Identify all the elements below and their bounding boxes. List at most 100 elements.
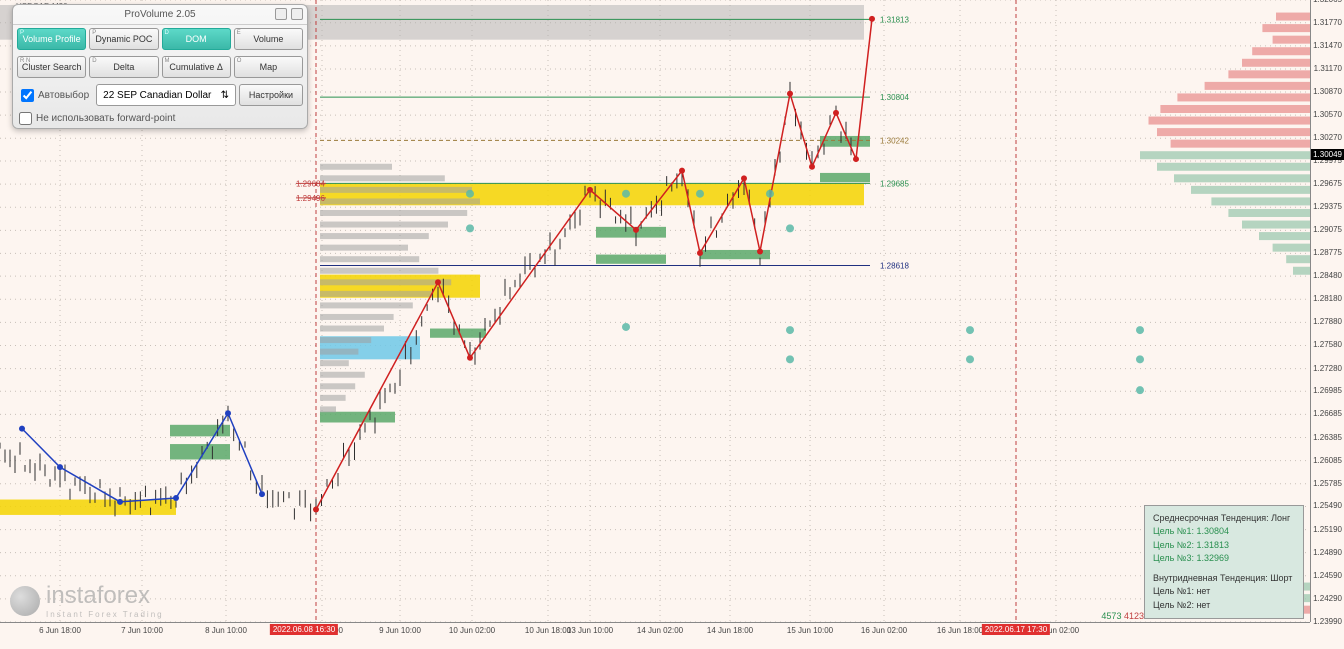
time-tick: 16 Jun 18:00	[937, 626, 983, 635]
forward-point-input[interactable]	[19, 112, 32, 125]
price-tick: 1.26685	[1313, 409, 1342, 418]
panel-button-cluster-search[interactable]: R NCluster Search	[17, 56, 86, 78]
button-label: Map	[260, 62, 278, 72]
price-tick: 1.30570	[1313, 110, 1342, 119]
minimize-icon[interactable]	[275, 8, 287, 20]
autoselect-label: Автовыбор	[38, 90, 89, 101]
price-tick: 1.27580	[1313, 340, 1342, 349]
price-tick: 1.31770	[1313, 18, 1342, 27]
panel-button-cumulative-[interactable]: MCumulative Δ	[162, 56, 231, 78]
price-tick: 1.31170	[1314, 64, 1342, 73]
price-tick: 1.23990	[1313, 617, 1342, 626]
time-tick: 13 Jun 10:00	[567, 626, 613, 635]
close-icon[interactable]	[291, 8, 303, 20]
autoselect-checkbox[interactable]: Автовыбор	[17, 84, 93, 106]
svg-text:1.29496: 1.29496	[296, 194, 325, 203]
price-axis: 1.32065 1.31770 1.31470 1.31170 1.30870 1.305…	[1310, 0, 1344, 622]
price-tick: 1.28775	[1313, 248, 1342, 257]
price-tick: 1.28480	[1313, 271, 1342, 280]
time-tick: 8 Jun 10:00	[205, 626, 247, 635]
autoselect-input[interactable]	[21, 89, 34, 102]
price-tick: 1.26985	[1313, 386, 1342, 395]
price-tick: 1.27880	[1313, 317, 1342, 326]
time-tick: 10 Jun 02:00	[449, 626, 495, 635]
instrument-dropdown[interactable]: 22 SEP Canadian Dollar ⇅	[96, 84, 236, 106]
indicator-values: 4573 4123	[1101, 611, 1144, 621]
button-corner-icon: M	[165, 58, 170, 64]
trend-target-3: Цель №3: 1.32969	[1153, 552, 1295, 566]
time-tick: 6 Jun 18:00	[39, 626, 81, 635]
price-tick: 1.29075	[1313, 225, 1342, 234]
panel-button-delta[interactable]: D Delta	[89, 56, 158, 78]
price-tick: 1.24590	[1313, 571, 1342, 580]
forward-point-checkbox[interactable]: Не использовать forward-point	[13, 109, 307, 128]
button-label: Delta	[113, 62, 134, 72]
svg-text:1.31813: 1.31813	[880, 15, 909, 24]
button-corner-icon: D	[92, 58, 96, 64]
current-price-marker: 1.30049	[1311, 149, 1344, 160]
price-tick: 1.30870	[1313, 87, 1342, 96]
time-tick: 16 Jun 02:00	[861, 626, 907, 635]
price-tick: 1.26385	[1313, 433, 1342, 442]
provolume-panel[interactable]: ProVolume 2.05 PVolume ProfilePDynamic P…	[12, 4, 308, 129]
price-tick: 1.30270	[1313, 133, 1342, 142]
svg-text:1.29685: 1.29685	[880, 179, 909, 188]
trend-intra-2: Цель №2: нет	[1153, 599, 1295, 613]
settings-label: Настройки	[249, 90, 293, 100]
time-tick: 9 Jun 10:00	[379, 626, 421, 635]
panel-title: ProVolume 2.05	[124, 9, 195, 20]
price-tick: 1.25490	[1313, 501, 1342, 510]
price-tick: 1.31470	[1313, 41, 1342, 50]
trend-intra-1: Цель №1: нет	[1153, 585, 1295, 599]
button-corner-icon: P	[20, 30, 24, 36]
button-corner-icon: R N	[20, 58, 30, 64]
button-corner-icon: O	[237, 58, 242, 64]
svg-text:1.29684: 1.29684	[296, 179, 325, 188]
trend-info-box: Среднесрочная Тенденция: Лонг Цель №1: 1…	[1144, 505, 1304, 620]
panel-button-dynamic-poc[interactable]: PDynamic POC	[89, 28, 158, 50]
button-label: Cluster Search	[22, 62, 82, 72]
time-highlight: 2022.06.08 16:30	[270, 624, 338, 635]
button-label: Cumulative Δ	[169, 62, 223, 72]
svg-text:1.30242: 1.30242	[880, 136, 909, 145]
button-label: Dynamic POC	[95, 34, 152, 44]
button-corner-icon: E	[237, 30, 241, 36]
panel-row-2: R NCluster Search D Delta MCumulative Δ O Map	[13, 53, 307, 81]
price-tick: 1.32065	[1313, 0, 1342, 4]
panel-button-volume[interactable]: E Volume	[234, 28, 303, 50]
panel-button-dom[interactable]: D DOM	[162, 28, 231, 50]
panel-button-map[interactable]: O Map	[234, 56, 303, 78]
svg-text:1.28618: 1.28618	[880, 262, 909, 271]
panel-row-1: PVolume ProfilePDynamic POCDDOMEVolume	[13, 25, 307, 53]
svg-text:1.30804: 1.30804	[880, 93, 909, 102]
time-tick: 15 Jun 10:00	[787, 626, 833, 635]
panel-row-3: Автовыбор 22 SEP Canadian Dollar ⇅ Настр…	[13, 81, 307, 109]
chevron-updown-icon: ⇅	[221, 90, 229, 101]
button-label: Volume	[253, 34, 283, 44]
time-tick: 14 Jun 18:00	[707, 626, 753, 635]
forward-point-label: Не использовать forward-point	[36, 113, 175, 124]
price-tick: 1.24290	[1313, 594, 1342, 603]
price-tick: 1.28180	[1313, 294, 1342, 303]
panel-titlebar[interactable]: ProVolume 2.05	[13, 5, 307, 25]
button-label: Volume Profile	[23, 34, 81, 44]
price-tick: 1.26085	[1313, 456, 1342, 465]
button-corner-icon: D	[165, 30, 169, 36]
button-label: DOM	[186, 34, 207, 44]
price-tick: 1.29675	[1313, 179, 1342, 188]
price-tick: 1.25785	[1313, 479, 1342, 488]
trend-intra-title: Внутридневная Тенденция: Шорт	[1153, 572, 1295, 586]
time-tick: 10 Jun 18:00	[525, 626, 571, 635]
price-tick: 1.27280	[1313, 364, 1342, 373]
panel-button-volume-profile[interactable]: PVolume Profile	[17, 28, 86, 50]
trend-target-1: Цель №1: 1.30804	[1153, 525, 1295, 539]
price-tick: 1.25190	[1313, 525, 1342, 534]
settings-button[interactable]: Настройки	[239, 84, 303, 106]
time-highlight: 2022.06.17 17:30	[982, 624, 1050, 635]
price-tick: 1.24890	[1313, 548, 1342, 557]
instrument-value: 22 SEP Canadian Dollar	[103, 90, 211, 101]
time-tick: 7 Jun 10:00	[121, 626, 163, 635]
trend-target-2: Цель №2: 1.31813	[1153, 539, 1295, 553]
time-tick: 14 Jun 02:00	[637, 626, 683, 635]
price-tick: 1.29375	[1313, 202, 1342, 211]
